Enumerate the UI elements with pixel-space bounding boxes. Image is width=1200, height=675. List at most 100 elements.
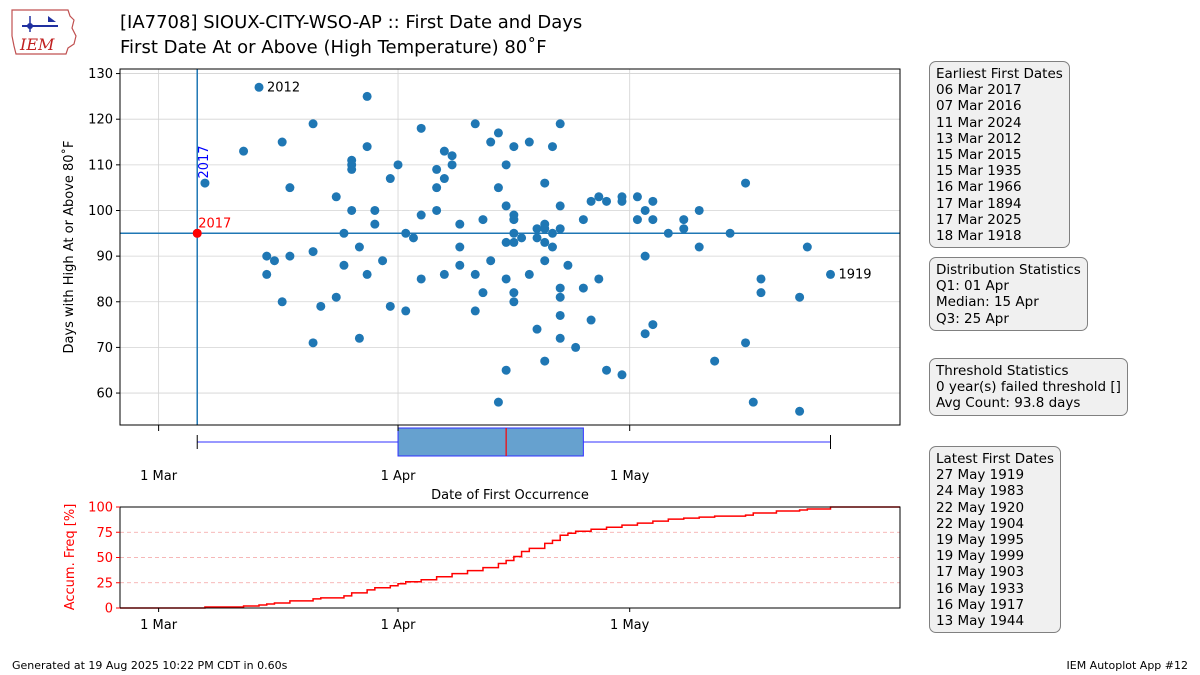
cdf-y-tick-label: 50 (96, 551, 113, 566)
x-axis-label: Date of First Occurrence (431, 488, 589, 503)
scatter-point (578, 283, 588, 293)
scatter-point (370, 219, 380, 229)
cdf-x-tick-label: 1 Apr (381, 618, 417, 633)
scatter-point (401, 228, 411, 238)
scatter-point (354, 242, 364, 252)
scatter-point (679, 224, 689, 234)
earliest-dates-box: Earliest First Dates 06 Mar 2017 07 Mar … (929, 61, 1070, 249)
scatter-point (331, 192, 341, 202)
scatter-point (501, 160, 511, 170)
highlight-year-label: 2017 (198, 216, 231, 231)
cdf-y-tick-label: 0 (105, 602, 113, 617)
scatter-point (555, 224, 565, 234)
scatter-point (648, 320, 658, 330)
cdf-frame (119, 506, 901, 609)
scatter-point (741, 338, 751, 348)
scatter-point (347, 164, 357, 174)
box-iqr (397, 427, 584, 457)
scatter-point (416, 210, 426, 220)
scatter-point (586, 315, 596, 325)
scatter-point (308, 247, 318, 257)
cdf-grid (120, 531, 900, 584)
year-annotation: 2012 (267, 80, 300, 95)
distribution-heading: Distribution Statistics (936, 262, 1081, 278)
distribution-item: Q3: 25 Apr (936, 310, 1009, 327)
scatter-point (532, 233, 542, 243)
scatter-point (416, 274, 426, 284)
scatter-point (825, 269, 835, 279)
earliest-heading: Earliest First Dates (936, 66, 1063, 82)
latest-item: 16 May 1933 (936, 580, 1025, 597)
latest-item: 22 May 1904 (936, 515, 1025, 532)
scatter-point (486, 137, 496, 147)
scatter-points (192, 82, 835, 416)
scatter-point (694, 242, 704, 252)
scatter-point (555, 119, 565, 129)
y-tick-label: 80 (96, 295, 113, 310)
scatter-point (710, 356, 720, 366)
scatter-point (200, 178, 210, 188)
scatter-point (540, 256, 550, 266)
scatter-point (262, 251, 272, 261)
scatter-point (370, 205, 380, 215)
scatter-point (725, 228, 735, 238)
scatter-point (540, 356, 550, 366)
scatter-point (748, 397, 758, 407)
y-tick-label: 70 (96, 341, 113, 356)
scatter-point (555, 310, 565, 320)
cdf-x-ticks: 1 Mar 1 Apr 1 May (140, 608, 650, 633)
scatter-point (802, 242, 812, 252)
scatter-point (285, 251, 295, 261)
scatter-point (277, 137, 287, 147)
scatter-point (547, 242, 557, 252)
scatter-point (470, 119, 480, 129)
scatter-point (632, 215, 642, 225)
reference-year-label: 2017 (197, 145, 212, 178)
scatter-point (756, 274, 766, 284)
scatter-point (617, 370, 627, 380)
earliest-item: 13 Mar 2012 (936, 130, 1022, 147)
latest-item: 17 May 1903 (936, 564, 1025, 581)
scatter-point (524, 269, 534, 279)
scatter-point (555, 283, 565, 293)
scatter-point (756, 288, 766, 298)
earliest-item: 06 Mar 2017 (936, 82, 1022, 99)
box-x-ticks: 1 Mar 1 Apr 1 May (140, 425, 650, 484)
scatter-point (555, 333, 565, 343)
scatter-point (362, 142, 372, 152)
scatter-point (439, 174, 449, 184)
scatter-point (493, 128, 503, 138)
scatter-point (509, 142, 519, 152)
threshold-item: 0 year(s) failed threshold [] (936, 379, 1121, 396)
latest-item: 27 May 1919 (936, 467, 1025, 484)
scatter-point (547, 142, 557, 152)
footer-app: IEM Autoplot App #12 (1066, 659, 1189, 672)
scatter-point (308, 338, 318, 348)
chart-subtitle: First Date At or Above (High Temperature… (120, 37, 547, 58)
scatter-point (640, 205, 650, 215)
earliest-item: 11 Mar 2024 (936, 114, 1022, 131)
scatter-point (578, 215, 588, 225)
scatter-point (509, 215, 519, 225)
scatter-point (532, 224, 542, 234)
scatter-point (555, 292, 565, 302)
scatter-point (594, 192, 604, 202)
latest-item: 22 May 1920 (936, 499, 1025, 516)
scatter-point (694, 205, 704, 215)
latest-item: 13 May 1944 (936, 613, 1025, 630)
earliest-item: 18 Mar 1918 (936, 228, 1022, 245)
latest-item: 19 May 1999 (936, 548, 1025, 565)
x-tick-label: 1 Apr (381, 469, 417, 484)
scatter-point (586, 196, 596, 206)
scatter-point (501, 365, 511, 375)
scatter-point (478, 288, 488, 298)
logo-text: IEM (19, 35, 55, 54)
scatter-point (447, 151, 457, 161)
scatter-point (486, 256, 496, 266)
scatter-point (540, 237, 550, 247)
year-annotation: 1919 (838, 267, 871, 282)
scatter-point (648, 215, 658, 225)
earliest-item: 17 Mar 1894 (936, 195, 1022, 212)
scatter-point (594, 274, 604, 284)
scatter-point (571, 342, 581, 352)
